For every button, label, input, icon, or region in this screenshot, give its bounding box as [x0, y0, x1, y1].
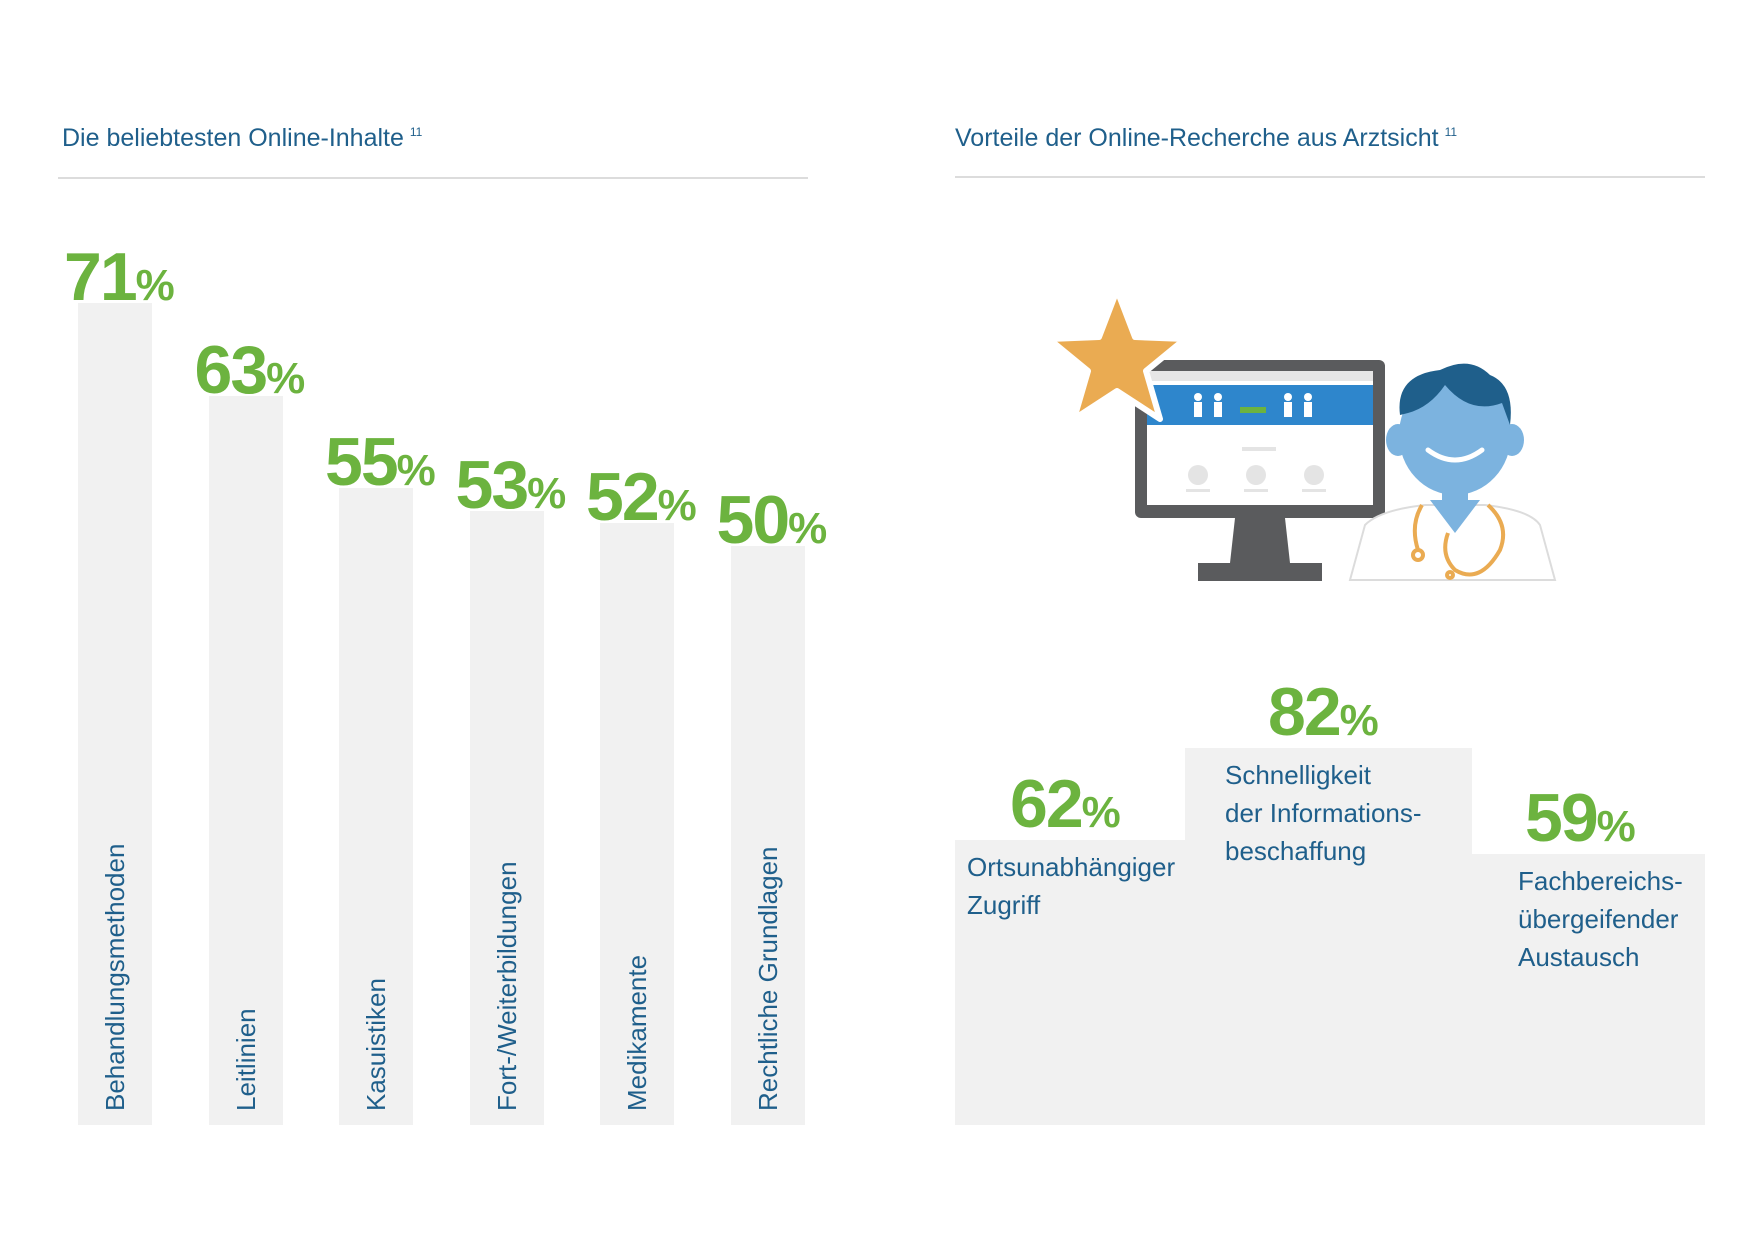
value-label-leitlinien-percent-sign: %	[266, 353, 306, 403]
value-label-schnelligkeit-der-informations-beschaffung-number: 82	[1268, 673, 1342, 750]
category-label-line: Fachbereichs-	[1518, 865, 1683, 896]
category-label-line: Zugriff	[967, 889, 1041, 920]
value-label-medikamente: 52%	[586, 463, 697, 531]
doctor-icon	[1348, 363, 1557, 581]
value-label-fachbereichs-uebergeifender-austausch-percent-sign: %	[1596, 801, 1636, 851]
value-label-ortsunabhaengiger-zugriff-percent-sign: %	[1081, 787, 1121, 837]
value-label-kasuistiken-percent-sign: %	[396, 446, 436, 496]
category-label-line: beschaffung	[1225, 835, 1367, 866]
bar-kasuistiken	[339, 488, 413, 1125]
value-label-leitlinien: 63%	[195, 336, 306, 404]
right-chart-footnote: 11	[1444, 125, 1458, 139]
category-label-line: der Informations-	[1225, 797, 1422, 828]
category-label-line: Schnelligkeit	[1225, 759, 1371, 790]
category-label-behandlungsmethoden: Behandlungsmethoden	[100, 843, 130, 1111]
category-label-leitlinien: Leitlinien	[230, 1008, 261, 1111]
bar-rechtliche-grundlagen	[730, 546, 805, 1125]
bar-schnelligkeit-der-informations-beschaffung	[1185, 747, 1472, 1125]
stethoscope-icon	[1411, 503, 1505, 580]
left-chart-title-text: Die beliebtesten Online-Inhalte	[62, 124, 404, 152]
bar-medikamente	[600, 522, 674, 1125]
category-label-fachbereichs-uebergeifender-austausch: Fachbereichs-übergeifender Austausch	[1518, 862, 1683, 976]
value-label-behandlungsmethoden-number: 71	[64, 239, 138, 315]
value-label-fachbereichs-uebergeifender-austausch: 59%	[1525, 784, 1636, 852]
value-label-rechtliche-grundlagen: 50%	[717, 486, 828, 554]
category-label-fort-weiterbildungen: Fort-/Weiterbildungen	[491, 861, 522, 1111]
doctor-computer-illustration	[1050, 287, 1557, 581]
value-label-fort-weiterbildungen-percent-sign: %	[527, 469, 567, 519]
right-title-divider	[955, 176, 1705, 178]
category-label-line: Ortsunabhängiger	[967, 851, 1176, 882]
right-chart-title: Vorteile der Online-Recherche aus Arztsi…	[955, 124, 1457, 153]
value-label-kasuistiken: 55%	[325, 428, 436, 496]
left-chart-footnote: 11	[409, 125, 423, 139]
category-label-line: Austausch	[1518, 941, 1640, 972]
value-label-medikamente-number: 52	[586, 458, 660, 535]
bar-behandlungsmethoden	[78, 303, 152, 1125]
left-chart-title: Die beliebtesten Online-Inhalte 11	[62, 124, 422, 153]
category-label-kasuistiken: Kasuistiken	[361, 978, 391, 1111]
value-label-schnelligkeit-der-informations-beschaffung-percent-sign: %	[1339, 695, 1379, 745]
value-label-fort-weiterbildungen: 53%	[456, 451, 567, 519]
star-icon	[1050, 287, 1188, 422]
bar-leitlinien	[208, 395, 283, 1125]
left-title-divider	[58, 177, 808, 179]
value-label-fachbereichs-uebergeifender-austausch-number: 59	[1525, 779, 1599, 856]
value-label-medikamente-percent-sign: %	[657, 480, 697, 530]
value-label-ortsunabhaengiger-zugriff-number: 62	[1010, 765, 1084, 842]
bar-fachbereichs-uebergeifender-austausch	[1472, 853, 1705, 1125]
bar-ortsunabhaengiger-zugriff	[955, 839, 1185, 1125]
right-chart-title-text: Vorteile der Online-Recherche aus Arztsi…	[955, 124, 1439, 152]
value-label-ortsunabhaengiger-zugriff: 62%	[1010, 770, 1121, 838]
bar-fort-weiterbildungen	[469, 511, 544, 1125]
computer-monitor-icon	[1135, 360, 1385, 581]
value-label-behandlungsmethoden: 71%	[64, 243, 175, 311]
value-label-fort-weiterbildungen-number: 53	[455, 447, 530, 524]
category-label-medikamente: Medikamente	[622, 954, 652, 1111]
category-label-ortsunabhaengiger-zugriff: Ortsunabhängiger Zugriff	[967, 848, 1175, 924]
value-label-leitlinien-number: 63	[194, 331, 269, 408]
category-label-rechtliche-grundlagen: Rechtliche Grundlagen	[752, 846, 783, 1112]
value-label-rechtliche-grundlagen-number: 50	[716, 482, 791, 559]
value-label-rechtliche-grundlagen-percent-sign: %	[788, 504, 828, 554]
value-label-kasuistiken-number: 55	[325, 424, 399, 501]
category-label-line: übergeifender	[1518, 903, 1679, 934]
value-label-schnelligkeit-der-informations-beschaffung: 82%	[1268, 678, 1379, 746]
category-label-schnelligkeit-der-informations-beschaffung: Schnelligkeit der Informations-beschaffun…	[1225, 756, 1422, 870]
value-label-behandlungsmethoden-percent-sign: %	[135, 261, 175, 310]
